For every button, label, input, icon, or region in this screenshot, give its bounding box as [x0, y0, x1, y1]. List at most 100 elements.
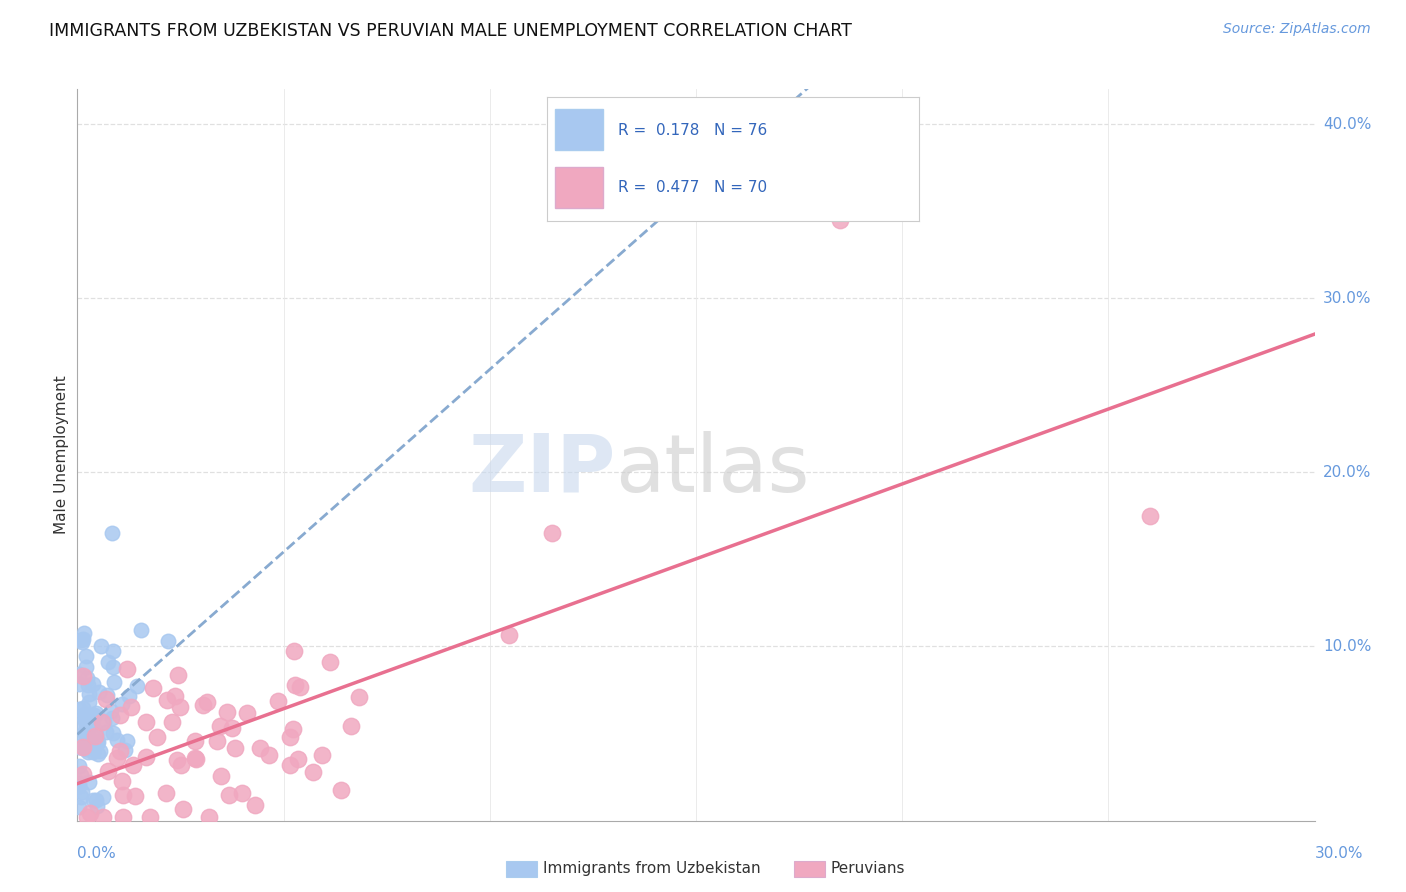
Point — [169, 700, 191, 714]
Point — [70, 789, 93, 804]
Point — [83, 708, 105, 723]
Point — [288, 680, 311, 694]
Point — [243, 797, 266, 812]
Point — [84, 706, 107, 721]
Point — [75, 706, 97, 721]
Point — [80, 709, 103, 723]
Text: 10.0%: 10.0% — [1323, 639, 1371, 654]
Point — [267, 693, 290, 707]
Point — [284, 678, 307, 692]
Y-axis label: Male Unemployment: Male Unemployment — [53, 376, 69, 534]
Point — [107, 733, 129, 747]
Point — [67, 800, 90, 814]
Point — [115, 662, 138, 676]
Text: Peruvians: Peruvians — [831, 862, 905, 876]
Point — [278, 730, 301, 744]
Point — [94, 691, 117, 706]
Point — [97, 764, 120, 778]
Point — [73, 710, 96, 724]
Point — [70, 635, 93, 649]
Point — [82, 677, 104, 691]
Point — [90, 714, 112, 729]
Point — [221, 721, 243, 735]
Point — [67, 780, 90, 794]
Point — [217, 705, 239, 719]
Point — [86, 799, 108, 814]
Point — [76, 810, 98, 824]
Point — [75, 732, 97, 747]
Point — [97, 655, 120, 669]
Point — [87, 684, 110, 698]
Point — [77, 774, 100, 789]
Text: 40.0%: 40.0% — [1323, 117, 1371, 131]
Point — [75, 648, 97, 663]
Point — [73, 742, 96, 756]
Point — [257, 747, 280, 762]
Point — [280, 758, 302, 772]
Point — [135, 750, 157, 764]
Point — [111, 810, 134, 824]
Point — [67, 775, 90, 789]
Point — [135, 715, 157, 730]
Point — [115, 734, 138, 748]
Point — [89, 744, 111, 758]
Point — [72, 625, 94, 640]
Point — [70, 785, 93, 799]
Point — [186, 751, 208, 765]
Point — [125, 679, 148, 693]
Point — [75, 727, 97, 741]
Point — [86, 736, 108, 750]
Point — [73, 740, 96, 755]
Point — [72, 740, 94, 755]
Point — [231, 786, 253, 800]
Point — [101, 711, 124, 725]
Point — [69, 719, 91, 733]
Point — [72, 632, 94, 647]
Point — [82, 729, 104, 743]
Point — [82, 717, 104, 731]
Point — [218, 788, 240, 802]
Point — [100, 704, 122, 718]
Point — [112, 788, 135, 802]
Point — [205, 733, 228, 747]
Point — [1139, 508, 1161, 523]
Point — [84, 793, 107, 807]
Point — [76, 671, 98, 685]
Point — [318, 655, 340, 669]
Point — [208, 719, 231, 733]
Point — [142, 681, 165, 695]
Point — [101, 660, 124, 674]
Point — [84, 727, 107, 741]
Point — [77, 688, 100, 702]
Point — [72, 767, 94, 781]
Point — [193, 698, 215, 712]
Point — [67, 759, 90, 773]
Text: IMMIGRANTS FROM UZBEKISTAN VS PERUVIAN MALE UNEMPLOYMENT CORRELATION CHART: IMMIGRANTS FROM UZBEKISTAN VS PERUVIAN M… — [49, 22, 852, 40]
Point — [96, 688, 118, 702]
Point — [76, 726, 98, 740]
Point — [79, 715, 101, 730]
Point — [330, 782, 353, 797]
Point — [172, 801, 194, 815]
Point — [166, 753, 188, 767]
Point — [75, 736, 97, 750]
Point — [198, 810, 221, 824]
Point — [101, 725, 124, 739]
Point — [110, 774, 132, 789]
Point — [195, 695, 218, 709]
Point — [110, 744, 132, 758]
Point — [67, 739, 90, 754]
Point — [69, 739, 91, 754]
Point — [124, 789, 146, 804]
Point — [129, 623, 152, 637]
Text: 20.0%: 20.0% — [1323, 465, 1371, 480]
Point — [347, 690, 370, 704]
Point — [156, 633, 179, 648]
Point — [101, 526, 124, 541]
Point — [82, 745, 104, 759]
Point — [79, 695, 101, 709]
Point — [108, 708, 131, 723]
Point — [72, 700, 94, 714]
Point — [209, 769, 232, 783]
Text: 30.0%: 30.0% — [1315, 846, 1364, 861]
